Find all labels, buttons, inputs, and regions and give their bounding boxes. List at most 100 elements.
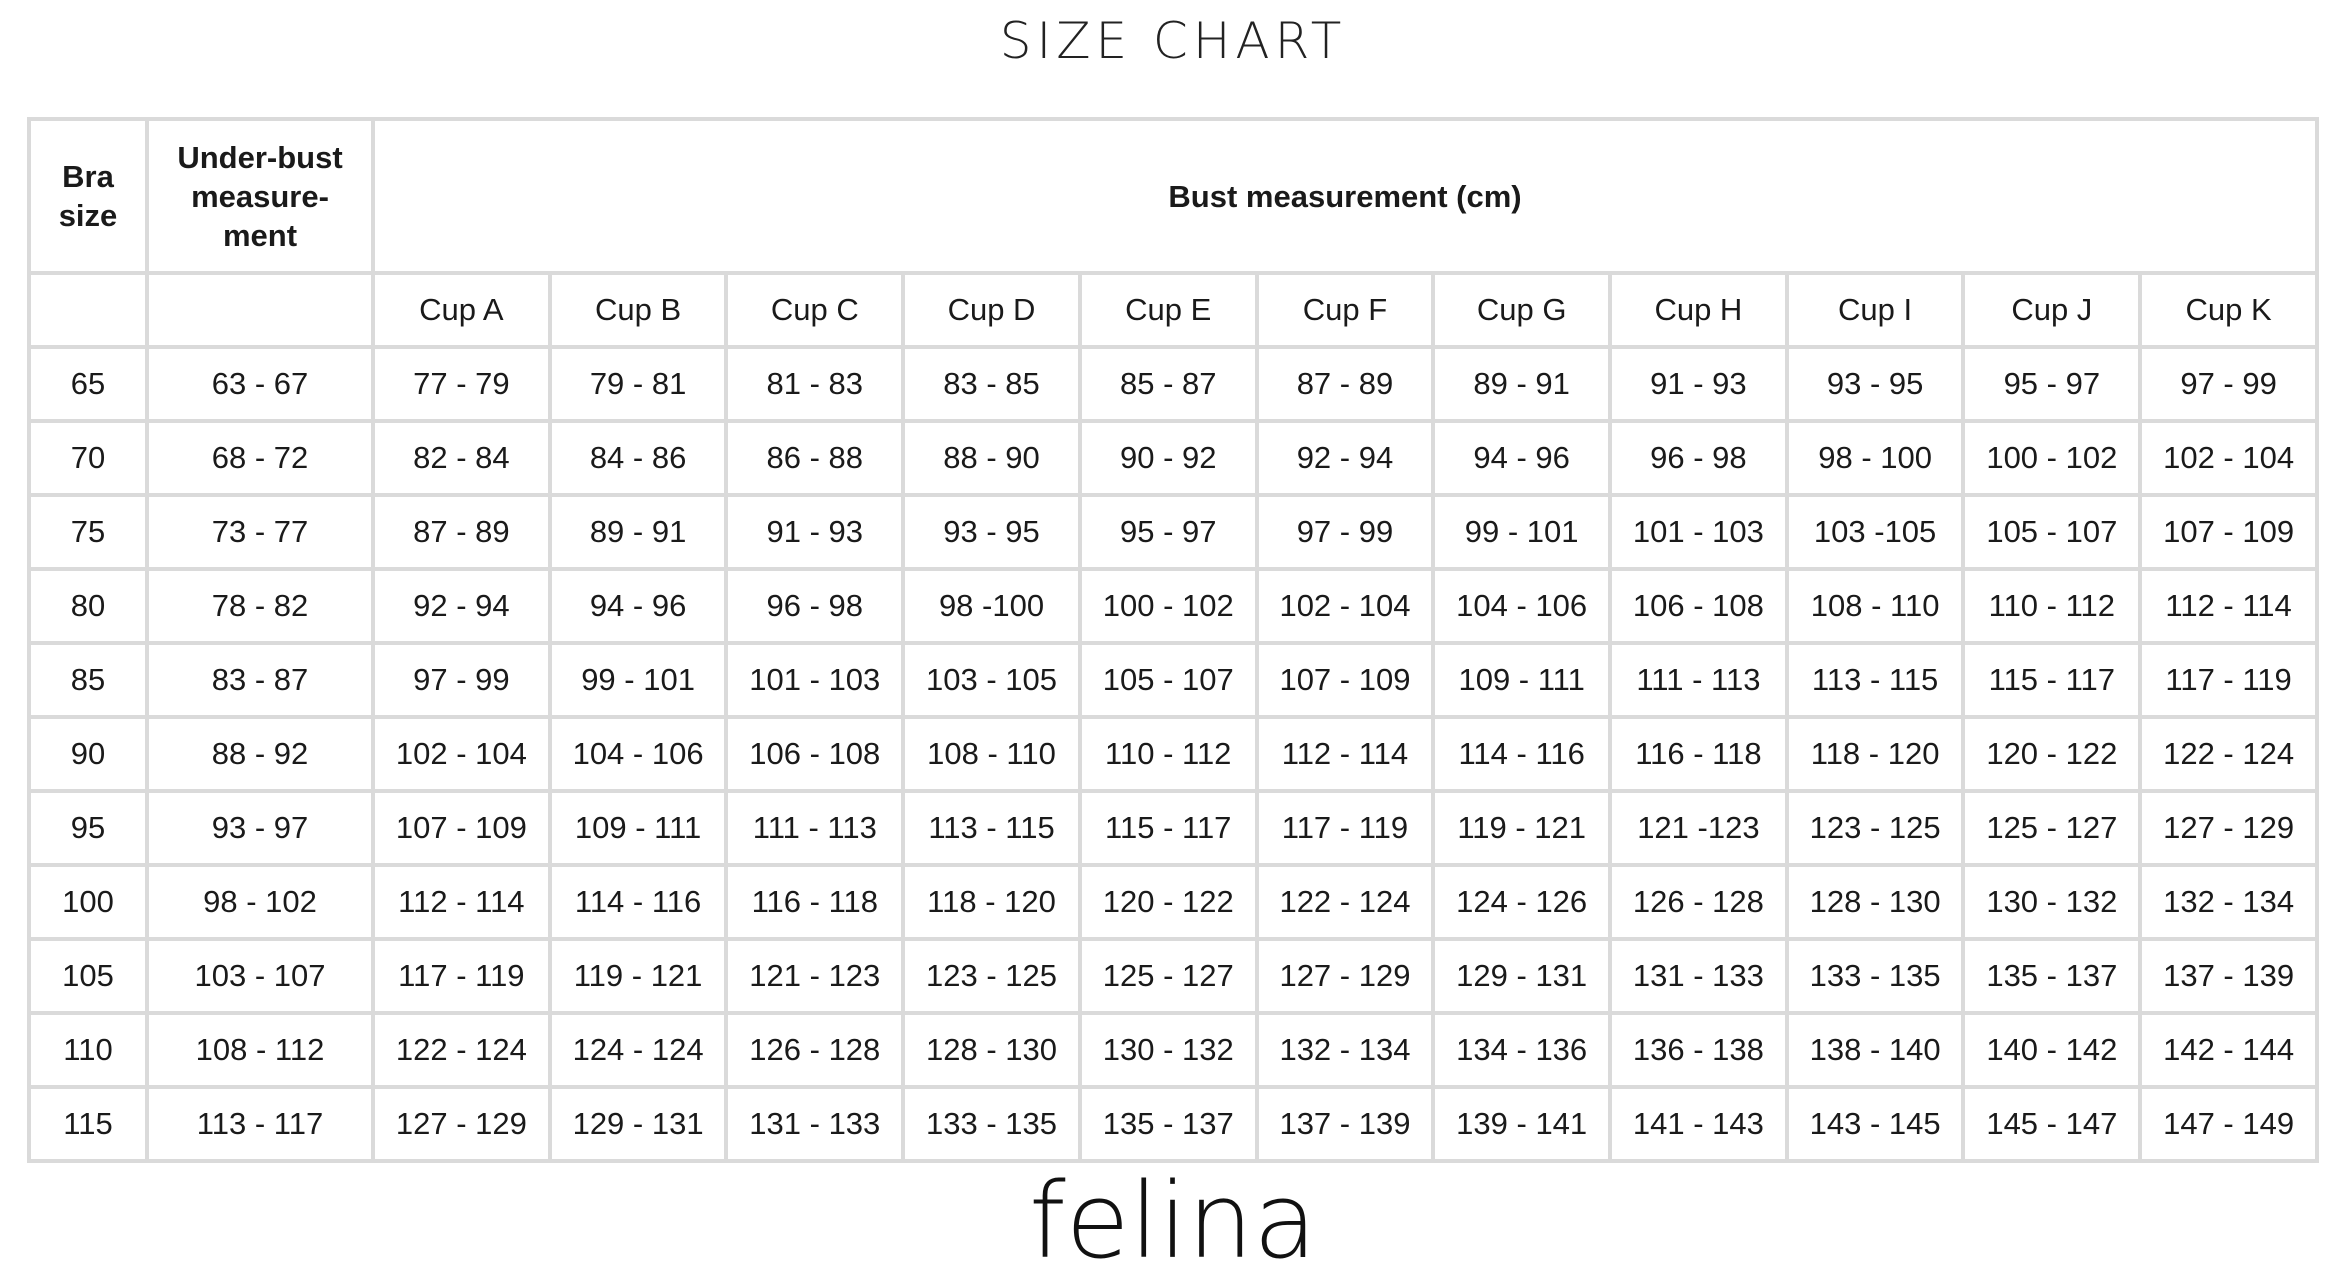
- bust-cell: 122 - 124: [371, 1011, 552, 1089]
- under-bust-cell: 83 - 87: [145, 641, 375, 719]
- bust-cell: 93 - 95: [1784, 345, 1966, 423]
- bust-cell: 121 - 123: [724, 937, 906, 1015]
- cup-header: Cup C: [724, 271, 906, 349]
- bust-cell: 114 - 116: [547, 863, 729, 941]
- bust-cell: 126 - 128: [724, 1011, 906, 1089]
- table-row: 105 103 - 107 117 - 119 119 - 121 121 - 123 1…: [27, 937, 2319, 1015]
- bust-cell: 115 - 117: [1961, 641, 2143, 719]
- under-bust-cell: 78 - 82: [145, 567, 375, 645]
- bust-cell: 113 - 115: [1784, 641, 1966, 719]
- bust-cell: 111 - 113: [724, 789, 906, 867]
- cup-header: Cup K: [2138, 271, 2319, 349]
- table-row: 75 73 - 77 87 - 89 89 - 91 91 - 93 93 - 95 95 …: [27, 493, 2319, 571]
- bust-cell: 101 - 103: [1608, 493, 1789, 571]
- bust-cell: 126 - 128: [1608, 863, 1789, 941]
- bust-cell: 118 - 120: [1784, 715, 1966, 793]
- bust-cell: 100 - 102: [1961, 419, 2143, 497]
- bust-cell: 123 - 125: [901, 937, 1082, 1015]
- bra-size-cell: 75: [27, 493, 149, 571]
- table-row: 65 63 - 67 77 - 79 79 - 81 81 - 83 83 - 85 85 …: [27, 345, 2319, 423]
- bust-cell: 89 - 91: [547, 493, 729, 571]
- under-bust-cell: 68 - 72: [145, 419, 375, 497]
- table-row: 85 83 - 87 97 - 99 99 - 101 101 - 103 103 - 1…: [27, 641, 2319, 719]
- bust-cell: 96 - 98: [724, 567, 906, 645]
- bust-cell: 105 - 107: [1961, 493, 2143, 571]
- bust-cell: 125 - 127: [1077, 937, 1259, 1015]
- bust-cell: 105 - 107: [1077, 641, 1259, 719]
- bust-measurement-header: Bust measurement (cm): [371, 117, 2319, 275]
- bust-cell: 112 - 114: [2138, 567, 2319, 645]
- cup-header: Cup H: [1608, 271, 1789, 349]
- bust-cell: 124 - 124: [547, 1011, 729, 1089]
- bra-size-cell: 100: [27, 863, 149, 941]
- bust-cell: 127 - 129: [2138, 789, 2319, 867]
- bust-cell: 102 - 104: [2138, 419, 2319, 497]
- bust-cell: 91 - 93: [724, 493, 906, 571]
- bust-cell: 103 - 105: [901, 641, 1082, 719]
- bust-cell: 81 - 83: [724, 345, 906, 423]
- bust-cell: 145 - 147: [1961, 1085, 2143, 1163]
- bust-cell: 88 - 90: [901, 419, 1082, 497]
- under-bust-cell: 98 - 102: [145, 863, 375, 941]
- bust-cell: 87 - 89: [371, 493, 552, 571]
- bust-cell: 102 - 104: [1254, 567, 1436, 645]
- bust-cell: 84 - 86: [547, 419, 729, 497]
- bra-size-cell: 65: [27, 345, 149, 423]
- bust-cell: 86 - 88: [724, 419, 906, 497]
- cup-header: Cup J: [1961, 271, 2143, 349]
- bust-cell: 125 - 127: [1961, 789, 2143, 867]
- bra-size-header: Bra size: [27, 117, 149, 275]
- bust-cell: 95 - 97: [1077, 493, 1259, 571]
- bust-cell: 110 - 112: [1961, 567, 2143, 645]
- bust-cell: 133 - 135: [1784, 937, 1966, 1015]
- under-bust-cell: 113 - 117: [145, 1085, 375, 1163]
- bra-size-cell: 85: [27, 641, 149, 719]
- bust-cell: 117 - 119: [371, 937, 552, 1015]
- bust-cell: 139 - 141: [1431, 1085, 1613, 1163]
- bra-size-cell: 90: [27, 715, 149, 793]
- cup-header: Cup G: [1431, 271, 1613, 349]
- bust-cell: 134 - 136: [1431, 1011, 1613, 1089]
- table-row: 80 78 - 82 92 - 94 94 - 96 96 - 98 98 -100 100…: [27, 567, 2319, 645]
- bust-cell: 119 - 121: [1431, 789, 1613, 867]
- table-row: 115 113 - 117 127 - 129 129 - 131 131 - 133 1…: [27, 1085, 2319, 1163]
- bust-cell: 114 - 116: [1431, 715, 1613, 793]
- bust-cell: 99 - 101: [1431, 493, 1613, 571]
- under-bust-cell: 63 - 67: [145, 345, 375, 423]
- bust-cell: 93 - 95: [901, 493, 1082, 571]
- bust-cell: 127 - 129: [1254, 937, 1436, 1015]
- bust-cell: 112 - 114: [371, 863, 552, 941]
- bust-cell: 129 - 131: [1431, 937, 1613, 1015]
- table-row: 95 93 - 97 107 - 109 109 - 111 111 - 113 113 …: [27, 789, 2319, 867]
- empty-cell: [27, 271, 149, 349]
- bust-cell: 111 - 113: [1608, 641, 1789, 719]
- bust-cell: 85 - 87: [1077, 345, 1259, 423]
- bust-cell: 138 - 140: [1784, 1011, 1966, 1089]
- bust-cell: 143 - 145: [1784, 1085, 1966, 1163]
- bust-cell: 112 - 114: [1254, 715, 1436, 793]
- bust-cell: 124 - 126: [1431, 863, 1613, 941]
- bust-cell: 97 - 99: [1254, 493, 1436, 571]
- bust-cell: 130 - 132: [1077, 1011, 1259, 1089]
- header-row: Bra size Under-bust measure-ment Bust me…: [27, 117, 2319, 275]
- bust-cell: 107 - 109: [371, 789, 552, 867]
- bust-cell: 120 - 122: [1961, 715, 2143, 793]
- bust-cell: 129 - 131: [547, 1085, 729, 1163]
- bust-cell: 96 - 98: [1608, 419, 1789, 497]
- bust-cell: 77 - 79: [371, 345, 552, 423]
- table-row: 110 108 - 112 122 - 124 124 - 124 126 - 128 1…: [27, 1011, 2319, 1089]
- bra-size-cell: 80: [27, 567, 149, 645]
- bust-cell: 97 - 99: [2138, 345, 2319, 423]
- bust-cell: 90 - 92: [1077, 419, 1259, 497]
- bust-cell: 95 - 97: [1961, 345, 2143, 423]
- size-chart-table: Bra size Under-bust measure-ment Bust me…: [27, 117, 2319, 1163]
- empty-cell: [145, 271, 375, 349]
- table-row: 70 68 - 72 82 - 84 84 - 86 86 - 88 88 - 90 90 …: [27, 419, 2319, 497]
- bust-cell: 117 - 119: [2138, 641, 2319, 719]
- cup-header: Cup A: [371, 271, 552, 349]
- bust-cell: 98 -100: [901, 567, 1082, 645]
- bust-cell: 142 - 144: [2138, 1011, 2319, 1089]
- bust-cell: 118 - 120: [901, 863, 1082, 941]
- bust-cell: 109 - 111: [1431, 641, 1613, 719]
- bust-cell: 132 - 134: [2138, 863, 2319, 941]
